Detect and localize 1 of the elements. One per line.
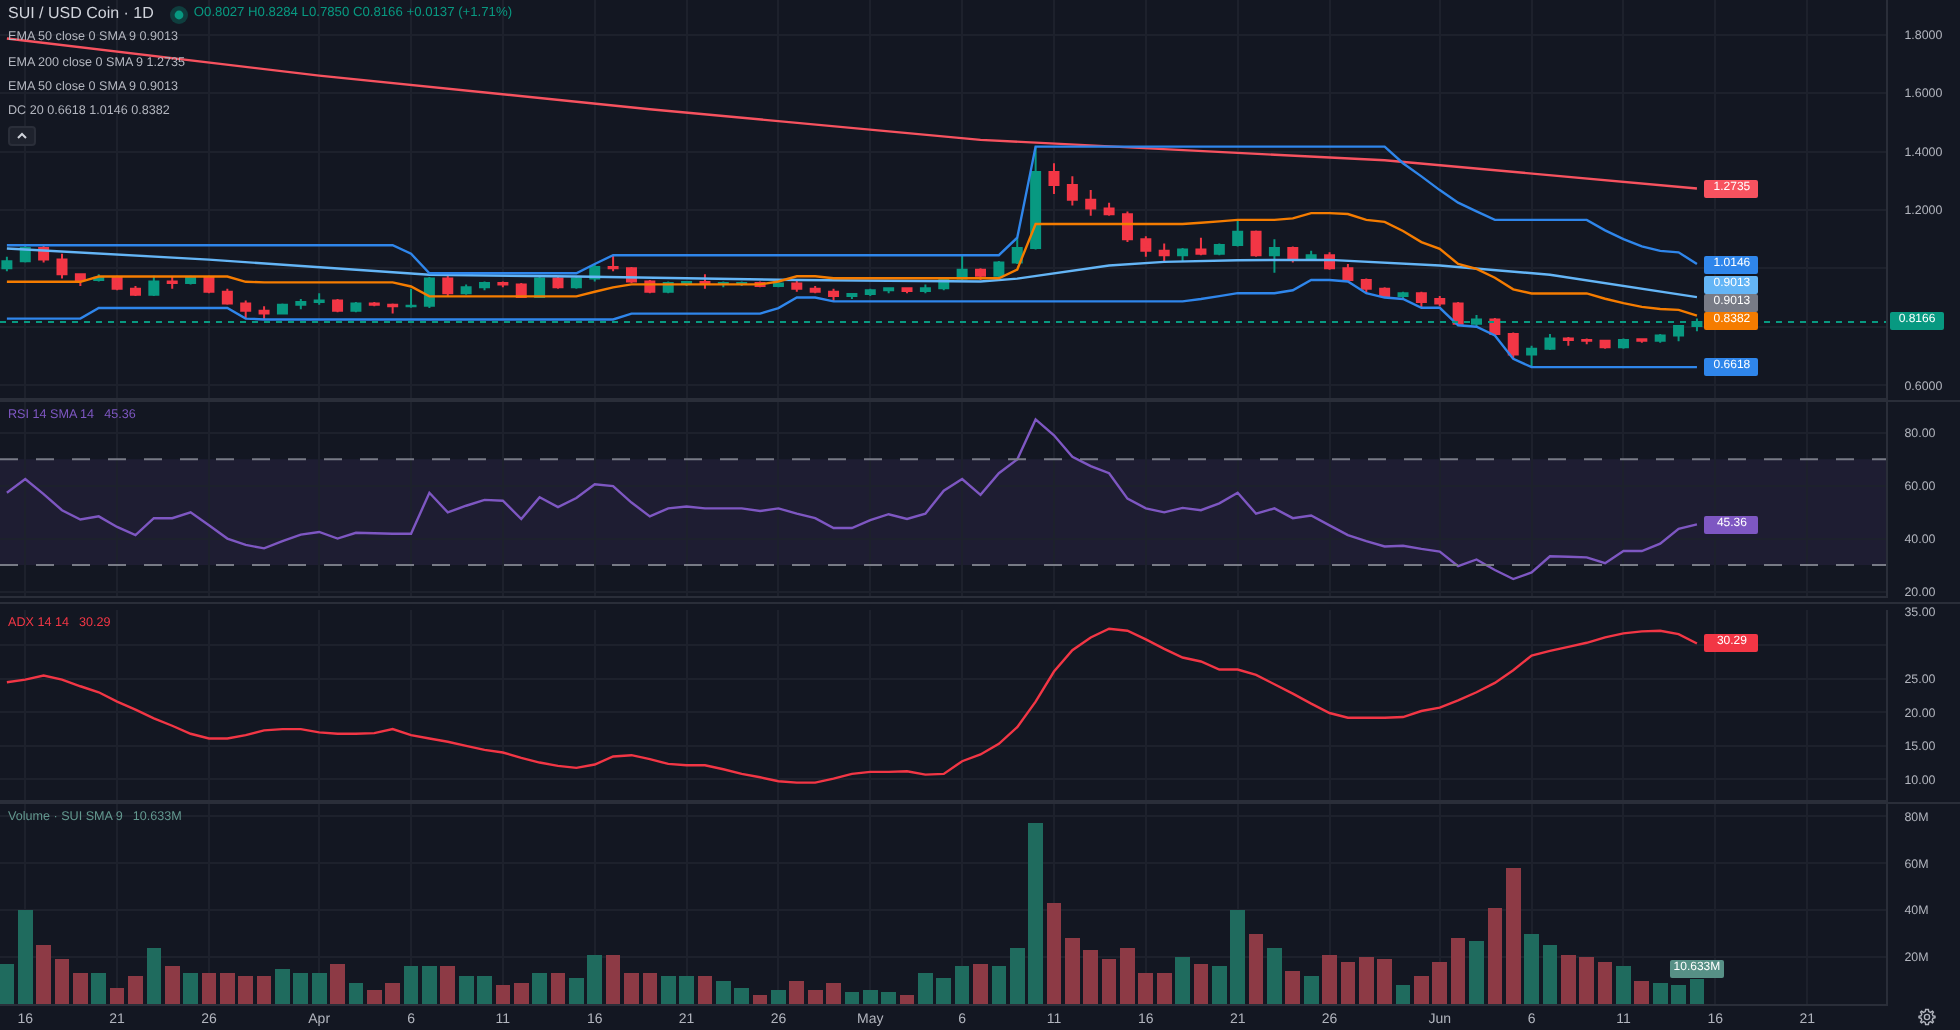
chart-title: SUI / USD Coin · 1D <box>8 2 154 26</box>
